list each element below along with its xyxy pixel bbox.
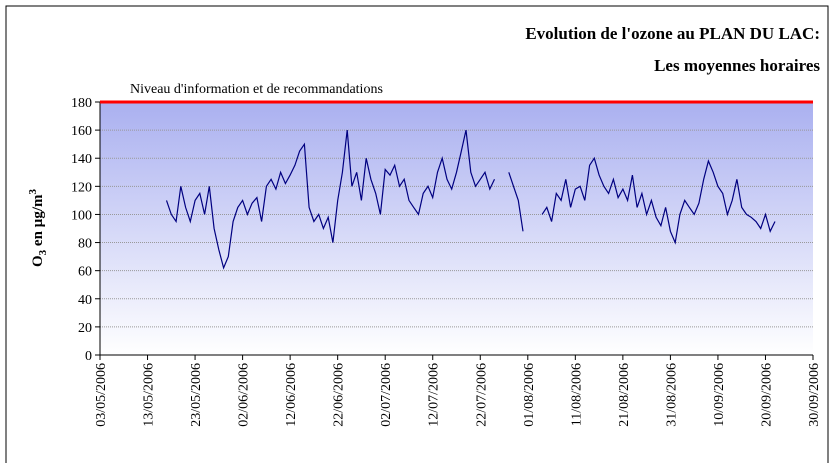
x-tick-label: 11/08/2006 <box>569 363 584 426</box>
x-tick-label: 22/07/2006 <box>474 363 489 427</box>
x-tick-label: 31/08/2006 <box>664 363 679 427</box>
x-tick-label: 02/07/2006 <box>379 363 394 427</box>
x-tick-label: 23/05/2006 <box>189 363 204 427</box>
x-tick-label: 01/08/2006 <box>522 363 537 427</box>
x-tick-label: 20/09/2006 <box>759 363 774 427</box>
threshold-label: Niveau d'information et de recommandatio… <box>130 82 383 97</box>
x-tick-label: 02/06/2006 <box>237 363 252 427</box>
x-tick-label: 21/08/2006 <box>617 363 632 427</box>
x-tick-label: 12/07/2006 <box>427 363 442 427</box>
x-tick-label: 03/05/2006 <box>94 363 109 427</box>
y-tick-label: 80 <box>78 237 92 252</box>
y-tick-label: 140 <box>71 152 92 167</box>
x-tick-label: 13/05/2006 <box>142 363 157 427</box>
y-tick-label: 0 <box>85 349 92 364</box>
x-tick-label: 22/06/2006 <box>332 363 347 427</box>
plot-area <box>100 102 813 355</box>
frame <box>5 5 829 463</box>
line-series <box>165 129 776 270</box>
y-tick-label: 120 <box>71 180 92 195</box>
chart-title: Evolution de l'ozone au PLAN DU LAC: <box>525 24 820 43</box>
chart-subtitle: Les moyennes horaires <box>654 56 820 75</box>
y-tick-label: 60 <box>78 265 92 280</box>
y-tick-label: 20 <box>78 321 92 336</box>
y-axis-label: O3 en µg/m3 <box>27 189 49 267</box>
y-tick-label: 40 <box>78 293 92 308</box>
x-tick-label: 12/06/2006 <box>284 363 299 427</box>
y-tick-label: 160 <box>71 124 92 139</box>
x-tick-label: 10/09/2006 <box>712 363 727 427</box>
y-tick-label: 100 <box>71 208 92 223</box>
y-tick-label: 180 <box>71 96 92 111</box>
x-tick-label: 30/09/2006 <box>807 363 822 427</box>
